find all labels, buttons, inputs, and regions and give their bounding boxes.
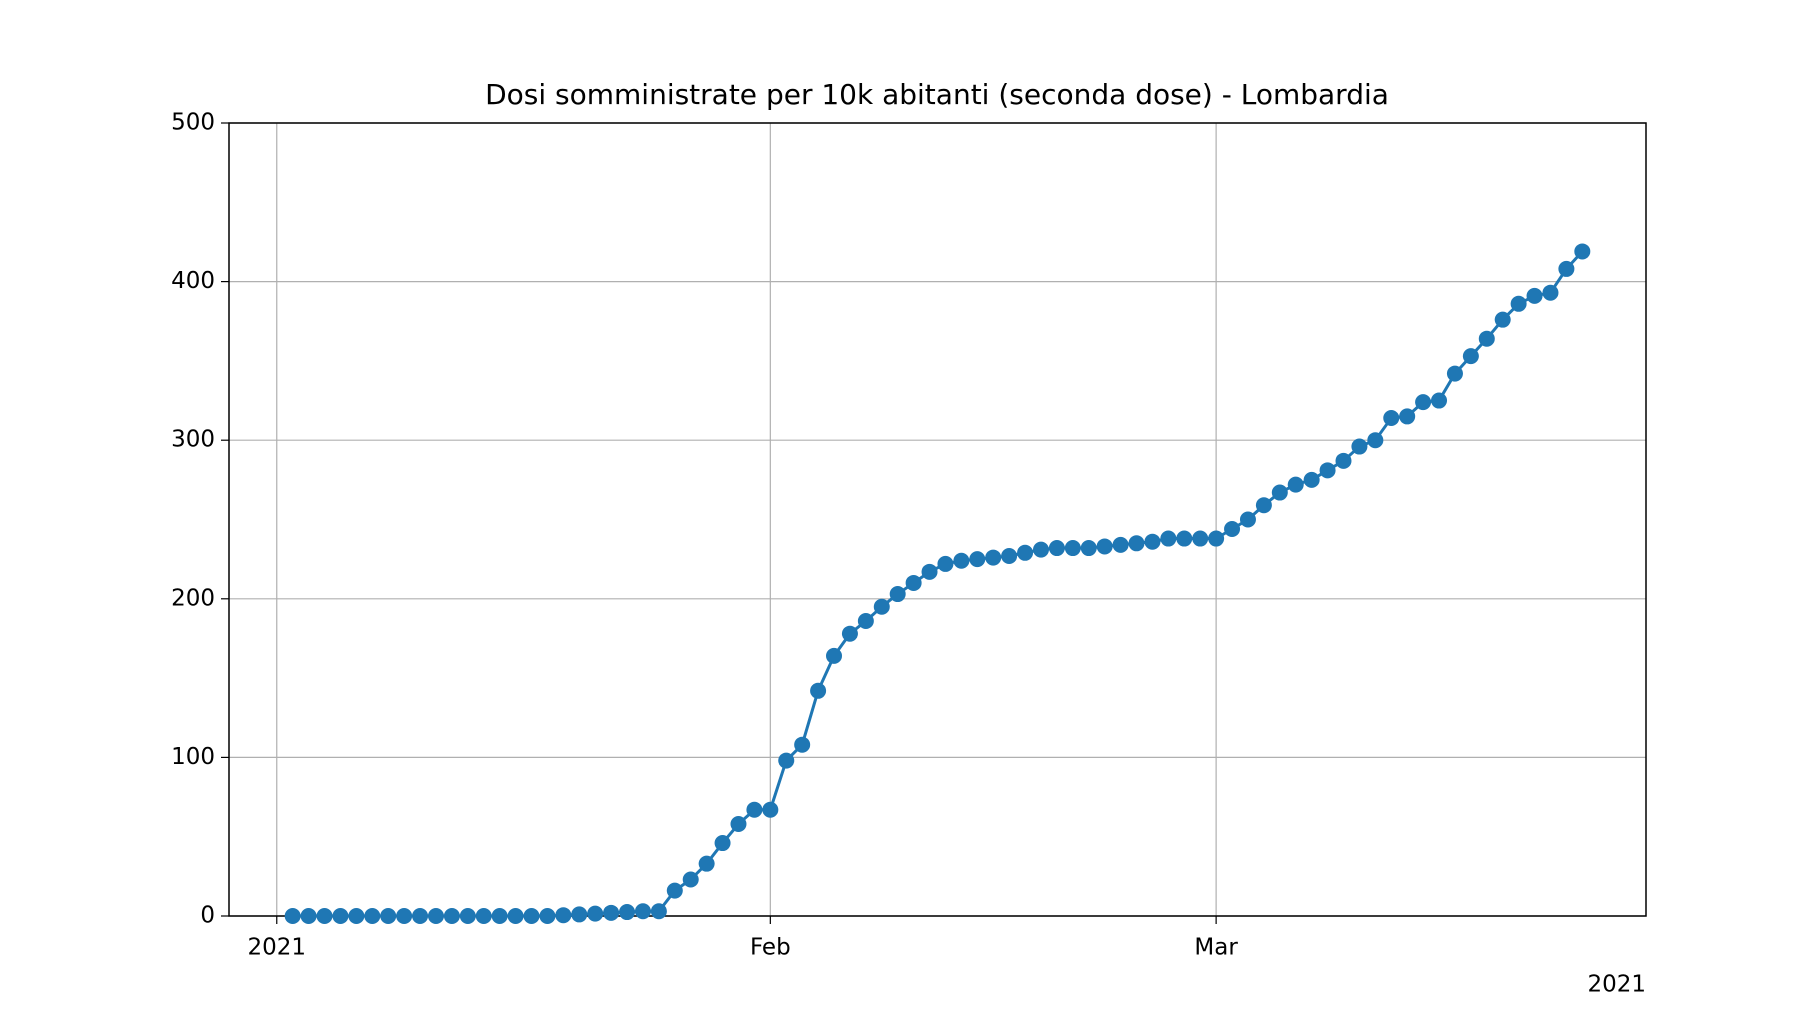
y-tick-label: 200 xyxy=(171,585,215,611)
data-point xyxy=(826,647,843,664)
data-point xyxy=(905,574,922,591)
y-tick-label: 0 xyxy=(200,903,215,929)
data-point xyxy=(1574,243,1591,260)
data-line xyxy=(292,250,1584,918)
chart-title: Dosi somministrate per 10k abitanti (sec… xyxy=(485,78,1389,111)
data-point xyxy=(555,907,572,924)
data-point xyxy=(650,903,667,920)
data-point xyxy=(1383,409,1400,426)
data-point xyxy=(634,903,651,920)
data-point xyxy=(300,908,317,924)
data-point xyxy=(841,625,858,642)
data-point xyxy=(475,908,492,924)
data-point xyxy=(985,549,1002,566)
y-tick-label: 300 xyxy=(171,427,215,453)
data-point xyxy=(316,908,333,924)
data-point xyxy=(364,908,381,924)
data-point xyxy=(587,905,604,922)
data-point xyxy=(682,871,699,888)
data-point xyxy=(953,552,970,569)
data-point xyxy=(380,908,397,924)
y-tick-label: 400 xyxy=(171,268,215,294)
data-point xyxy=(1224,521,1241,538)
data-point xyxy=(1494,311,1511,328)
data-point xyxy=(396,908,413,924)
data-point xyxy=(1415,394,1432,411)
data-point xyxy=(1160,530,1177,547)
data-point xyxy=(1032,541,1049,558)
data-point xyxy=(1255,497,1272,514)
data-point xyxy=(873,598,890,615)
data-point xyxy=(348,908,365,924)
data-point xyxy=(1542,284,1559,301)
data-point xyxy=(1192,530,1209,547)
data-point xyxy=(571,906,588,923)
data-point xyxy=(1367,432,1384,449)
x-tick-label: Feb xyxy=(750,935,791,961)
data-point xyxy=(412,908,429,924)
data-point xyxy=(1271,484,1288,501)
data-point xyxy=(857,613,874,630)
data-point xyxy=(1303,471,1320,488)
data-point xyxy=(1064,540,1081,557)
data-point xyxy=(539,908,556,924)
data-point xyxy=(969,551,986,568)
data-point xyxy=(1080,540,1097,557)
data-point xyxy=(746,801,763,818)
x-tick-label: 2021 xyxy=(247,935,306,961)
data-point xyxy=(284,908,301,924)
data-point xyxy=(332,908,349,924)
data-point xyxy=(1431,392,1448,409)
data-point xyxy=(762,801,779,818)
data-point xyxy=(1048,540,1065,557)
data-point xyxy=(937,555,954,572)
data-point xyxy=(1287,476,1304,493)
data-point xyxy=(491,908,508,924)
data-point xyxy=(523,908,540,924)
data-point xyxy=(1128,535,1145,552)
data-point xyxy=(1510,295,1527,312)
data-point xyxy=(1558,260,1575,277)
data-point xyxy=(1144,533,1161,550)
data-point xyxy=(1478,330,1495,347)
data-point xyxy=(666,882,683,899)
data-point xyxy=(507,908,524,924)
data-point xyxy=(603,904,620,921)
data-point xyxy=(810,682,827,699)
data-point xyxy=(443,908,460,924)
data-point xyxy=(1335,452,1352,469)
y-tick-label: 500 xyxy=(171,110,215,136)
data-point xyxy=(1526,287,1543,304)
data-point xyxy=(1462,348,1479,365)
data-point xyxy=(619,904,636,921)
data-point xyxy=(1208,530,1225,547)
x-offset-label: 2021 xyxy=(1587,972,1646,998)
data-point xyxy=(1399,408,1416,425)
data-point xyxy=(698,855,715,872)
data-point xyxy=(889,586,906,603)
data-point xyxy=(730,816,747,833)
data-point xyxy=(427,908,444,924)
plot-frame xyxy=(228,122,1647,917)
x-tick-label: Mar xyxy=(1194,935,1238,961)
data-point xyxy=(1096,538,1113,555)
data-point xyxy=(921,563,938,580)
data-point xyxy=(1017,544,1034,561)
data-point xyxy=(794,736,811,753)
data-point xyxy=(778,752,795,769)
data-point xyxy=(1319,462,1336,479)
data-point xyxy=(1351,438,1368,455)
data-point xyxy=(714,835,731,852)
data-point xyxy=(1001,547,1018,564)
data-point xyxy=(1239,511,1256,528)
data-point xyxy=(1446,365,1463,382)
data-point xyxy=(459,908,476,924)
y-tick-label: 100 xyxy=(171,744,215,770)
data-point xyxy=(1112,536,1129,553)
data-point xyxy=(1176,530,1193,547)
